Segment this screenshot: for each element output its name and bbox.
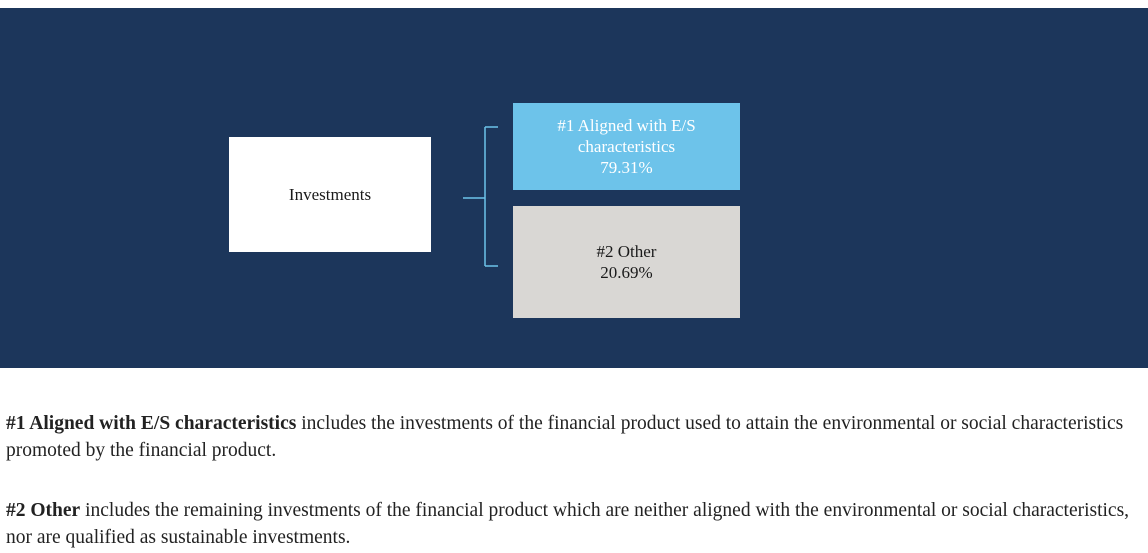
diagram-panel: Investments #1 Aligned with E/S characte…	[0, 8, 1148, 368]
node-label: characteristics	[577, 137, 676, 156]
node-label: 20.69%	[600, 263, 653, 282]
legend-term: #1 Aligned with E/S characteristics	[6, 413, 297, 434]
node-investments: Investments	[229, 137, 431, 252]
connector	[463, 126, 498, 267]
node-other: #2 Other 20.69%	[513, 206, 740, 318]
node-aligned: #1 Aligned with E/S characteristics 79.3…	[513, 103, 740, 190]
legend-text: includes the remaining investments of th…	[6, 500, 1130, 548]
node-label: 79.31%	[600, 158, 653, 177]
node-label: Investments	[288, 185, 372, 204]
legend-term: #2 Other	[6, 500, 81, 521]
node-label: #2 Other	[596, 242, 657, 261]
legend-paragraph: #1 Aligned with E/S characteristics incl…	[6, 410, 1146, 464]
legend-text: includes the investments of the financia…	[6, 413, 1124, 461]
node-label: #1 Aligned with E/S	[557, 116, 696, 135]
legend-paragraph: #2 Other includes the remaining investme…	[6, 497, 1146, 551]
